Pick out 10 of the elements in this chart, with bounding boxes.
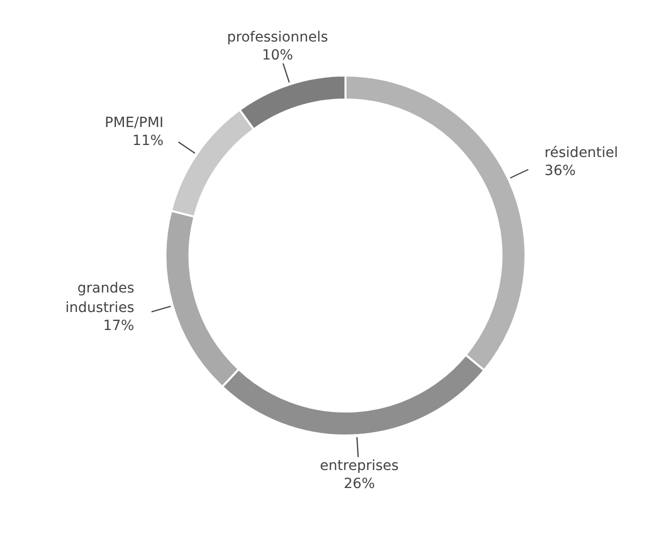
data-label: 11% — [132, 132, 164, 149]
slice-label: résidentiel — [544, 144, 618, 161]
data-label: 26% — [344, 476, 375, 492]
data-label: 17% — [103, 318, 134, 334]
slice-label: professionnels — [227, 29, 328, 46]
data-label: 10% — [262, 47, 294, 64]
slice-label: PME/PMI — [104, 114, 164, 131]
slice-label: grandes industries — [65, 280, 134, 316]
data-label: 36% — [544, 162, 576, 179]
slice-label: entreprises — [320, 458, 399, 474]
